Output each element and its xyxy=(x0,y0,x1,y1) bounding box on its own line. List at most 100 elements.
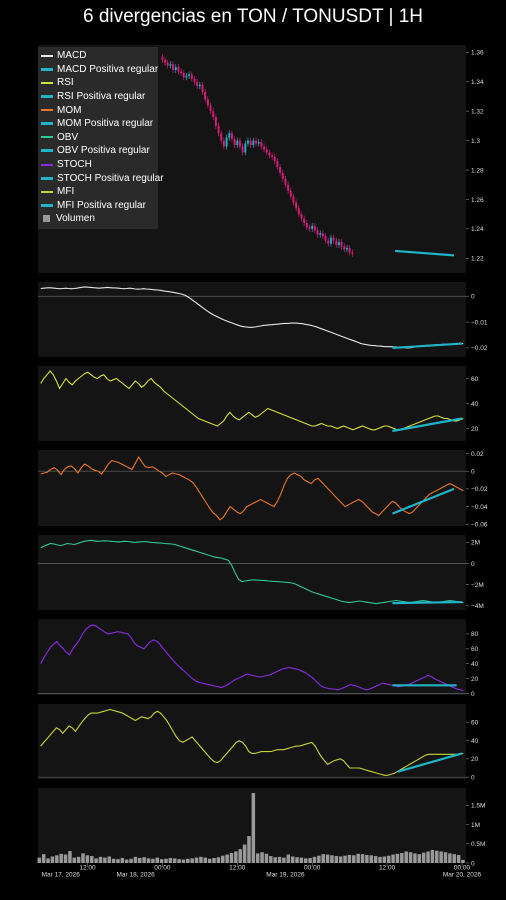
obv-tick-label: 2M xyxy=(471,540,480,547)
volume-bar xyxy=(41,854,46,863)
legend-label: OBV Positiva regular xyxy=(57,145,150,157)
price-tick-label: 1.32 xyxy=(471,108,484,115)
rsi-tick-label: 40 xyxy=(471,401,479,408)
candle-body xyxy=(231,133,233,140)
volume-bar xyxy=(430,849,435,863)
volume-bar xyxy=(247,836,251,863)
legend-item-obv-positiva-regular: OBV Positiva regular xyxy=(38,144,158,158)
legend: MACD MACD Positiva regular RSI RSI Positiva… xyxy=(38,47,164,229)
volume-bar xyxy=(146,858,151,863)
volume-bar xyxy=(168,858,173,863)
candle-body xyxy=(209,105,212,112)
candle-body xyxy=(319,233,322,235)
volume-bar xyxy=(85,855,90,863)
volume-bar xyxy=(63,854,68,863)
volume-bar xyxy=(203,857,208,863)
macd-tick-label: −0.02 xyxy=(471,345,488,352)
candle-body xyxy=(180,71,183,73)
x-date-label: Mar 20, 2026 xyxy=(443,872,482,879)
volume-bar xyxy=(356,853,360,863)
volume-bar xyxy=(343,855,347,863)
volumen-tick-label: 0 xyxy=(471,860,475,867)
candle-body xyxy=(284,178,287,185)
candle-body xyxy=(332,237,335,241)
volume-bar xyxy=(273,857,277,863)
volume-bar xyxy=(207,858,212,863)
volume-bar xyxy=(269,856,273,863)
candle-body xyxy=(239,140,241,147)
volume-bar xyxy=(378,856,382,863)
candle-body xyxy=(340,242,343,247)
legend-label: MOM xyxy=(57,104,82,116)
legend-label: OBV xyxy=(57,131,79,143)
volume-bar xyxy=(382,856,387,863)
legend-item-macd-positiva-regular: MACD Positiva regular xyxy=(38,63,158,77)
candle-body xyxy=(260,142,263,147)
volume-bar xyxy=(199,856,203,863)
candle-body xyxy=(338,242,340,246)
price-tick-label: 1.24 xyxy=(471,226,484,233)
volume-bar xyxy=(421,852,426,863)
volume-bar xyxy=(286,854,291,863)
stoch-tick-label: 20 xyxy=(471,676,479,683)
mfi-tick-label: 40 xyxy=(471,738,479,745)
volume-bar xyxy=(111,858,116,863)
macd-panel xyxy=(38,282,466,357)
legend-label: MACD Positiva regular xyxy=(57,63,159,75)
volume-bar xyxy=(194,857,199,863)
stoch-panel xyxy=(38,619,466,695)
volume-bar xyxy=(439,851,443,863)
legend-swatch xyxy=(41,203,53,207)
candle-body xyxy=(164,59,166,63)
candle-body xyxy=(169,64,172,66)
volume-bar xyxy=(46,858,50,863)
candle-body xyxy=(185,75,188,78)
candle-body xyxy=(292,196,295,203)
candle-body xyxy=(303,218,306,223)
candle-body xyxy=(287,184,290,191)
legend-item-rsi-positiva-regular: RSI Positiva regular xyxy=(38,90,158,104)
volume-bar xyxy=(391,854,395,863)
volumen-tick-label: 0.5M xyxy=(471,841,485,848)
volume-bar xyxy=(338,856,343,863)
price-tick-label: 1.3 xyxy=(471,138,480,145)
candle-body xyxy=(276,161,279,168)
macd-divergence-line xyxy=(392,342,463,350)
volumen-tick-label: 1.5M xyxy=(471,803,485,810)
legend-item-rsi: RSI xyxy=(38,76,158,90)
candle-body xyxy=(188,74,191,76)
candle-body xyxy=(166,62,169,66)
volumen-tick-label: 1M xyxy=(471,822,480,829)
legend-swatch xyxy=(41,109,53,112)
volume-bar xyxy=(238,849,242,863)
stoch-tick-label: 80 xyxy=(471,631,479,638)
candle-body xyxy=(279,167,282,173)
candle-body xyxy=(327,240,330,244)
volume-bar xyxy=(264,853,269,863)
candle-body xyxy=(265,149,268,153)
volume-bar xyxy=(89,856,94,863)
candle-body xyxy=(252,140,255,146)
candle-body xyxy=(268,152,271,156)
candle-body xyxy=(271,155,273,157)
mfi-panel xyxy=(38,704,466,779)
legend-swatch xyxy=(41,81,53,84)
volume-bar xyxy=(50,856,55,863)
candle-body xyxy=(206,99,209,106)
legend-label: STOCH Positiva regular xyxy=(57,172,164,184)
price-tick-label: 1.36 xyxy=(471,50,484,57)
candle-body xyxy=(281,172,284,179)
rsi-tick-label: 20 xyxy=(471,426,479,433)
volume-bar xyxy=(417,854,422,863)
legend-swatch xyxy=(41,136,53,139)
price-divergence-line xyxy=(395,249,455,257)
legend-label: STOCH xyxy=(57,159,92,171)
volume-bar xyxy=(242,844,247,863)
legend-swatch xyxy=(41,54,53,57)
legend-swatch xyxy=(41,95,53,99)
price-tick-label: 1.22 xyxy=(471,256,484,263)
legend-label: MFI xyxy=(57,186,75,198)
chart-title: 6 divergencias en TON / TONUSDT | 1H xyxy=(82,6,424,27)
candle-body xyxy=(225,137,228,147)
